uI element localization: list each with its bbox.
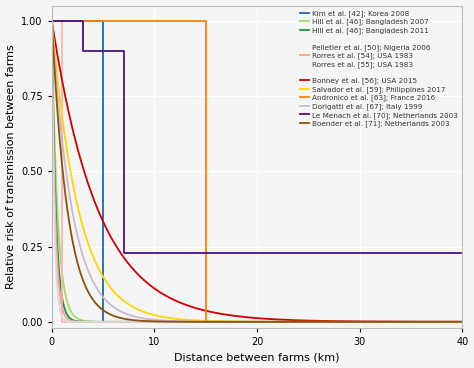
Y-axis label: Relative risk of transmission between farms: Relative risk of transmission between fa… <box>6 44 16 289</box>
X-axis label: Distance between farms (km): Distance between farms (km) <box>174 353 340 362</box>
Legend: Kim et al. [42]; Korea 2008, Hill et al. [46]; Bangladesh 2007, Hill et al. [46]: Kim et al. [42]; Korea 2008, Hill et al.… <box>297 7 460 130</box>
